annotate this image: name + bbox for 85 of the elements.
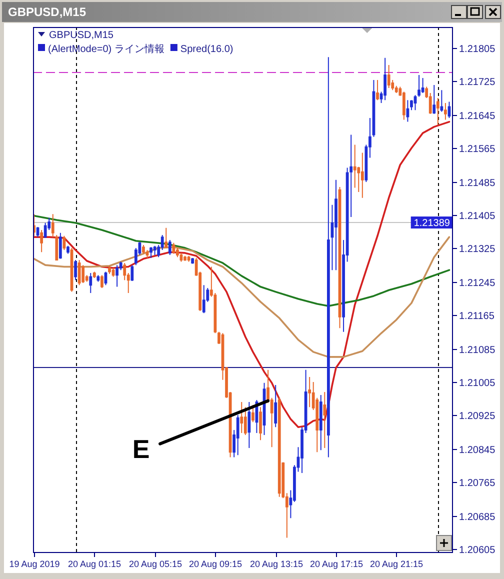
candlestick <box>142 244 145 254</box>
candlestick <box>252 404 254 423</box>
candlestick <box>323 392 326 448</box>
candlestick <box>236 414 240 456</box>
x-tick-label: 20 Aug 01:15 <box>68 559 122 569</box>
candlestick <box>40 229 43 253</box>
candlestick <box>96 274 100 282</box>
candlestick <box>353 144 356 188</box>
candlestick <box>278 396 281 498</box>
candlestick <box>176 247 179 258</box>
y-tick-label: 1.21165 <box>459 311 495 322</box>
candlestick <box>274 384 278 428</box>
ref-line-label: 1.21389 <box>414 218 450 229</box>
candlestick <box>360 152 364 198</box>
x-tick-label: 20 Aug 09:15 <box>188 559 242 569</box>
candlestick <box>202 284 206 314</box>
candlestick <box>168 240 172 256</box>
candlestick <box>387 64 390 88</box>
annotation: (AlertMode=0) ライン情報 <box>48 43 164 55</box>
candlestick <box>184 255 186 262</box>
candlestick <box>436 98 440 126</box>
line-series <box>33 120 450 428</box>
candlestick <box>58 232 62 260</box>
candlestick <box>191 257 194 264</box>
candlestick <box>406 100 410 122</box>
candlestick <box>248 402 251 448</box>
candlestick <box>376 80 379 101</box>
candlestick <box>319 394 322 451</box>
candlestick <box>130 264 134 282</box>
y-tick-label: 1.21245 <box>459 278 496 289</box>
x-tick-label: 20 Aug 13:15 <box>250 559 304 569</box>
y-tick-label: 1.21565 <box>459 144 496 155</box>
y-tick-label: 1.21805 <box>459 44 496 55</box>
candlestick <box>259 406 262 441</box>
y-tick-label: 1.21645 <box>459 111 496 122</box>
candlestick <box>44 222 47 238</box>
y-tick-label: 1.21085 <box>459 345 496 356</box>
candlestick <box>92 271 96 279</box>
candlestick <box>187 255 190 262</box>
candlestick <box>150 246 152 258</box>
candlestick <box>104 271 108 286</box>
line-series <box>33 214 450 307</box>
candlestick <box>172 242 176 254</box>
candlestick <box>421 77 424 94</box>
annotation: Spred(16.0) <box>180 44 234 55</box>
candlestick <box>326 56 330 458</box>
candlestick <box>334 179 338 271</box>
chart-title: GBPUSD,M15 <box>8 5 86 19</box>
y-tick-label: 1.20845 <box>459 445 496 456</box>
y-tick-label: 1.21485 <box>459 178 496 189</box>
y-tick-label: 1.20765 <box>459 478 496 489</box>
y-tick-label: 1.21005 <box>459 378 496 389</box>
y-tick-label: 1.20605 <box>459 545 496 556</box>
candlestick <box>78 260 81 286</box>
candlestick <box>384 57 386 101</box>
x-tick-label: 19 Aug 2019 <box>9 559 60 569</box>
candlestick <box>108 265 111 274</box>
candlestick <box>62 235 66 251</box>
chart-subtitle: GBPUSD,M15 <box>49 30 114 41</box>
annotation: E <box>132 434 150 464</box>
y-tick-label: 1.20925 <box>459 411 496 422</box>
candlestick <box>66 245 70 254</box>
candlestick <box>444 102 447 120</box>
y-tick-label: 1.21325 <box>459 244 496 255</box>
candlestick <box>74 260 77 281</box>
candlestick <box>116 264 118 288</box>
candlestick <box>448 101 451 119</box>
candlestick <box>240 402 244 434</box>
candlestick <box>112 267 115 278</box>
candlestick <box>180 252 183 262</box>
x-tick-label: 20 Aug 05:15 <box>128 559 182 569</box>
line-series <box>33 236 450 358</box>
x-tick-label: 20 Aug 21:15 <box>370 559 424 569</box>
candlestick <box>432 84 436 114</box>
y-tick-label: 1.21725 <box>459 77 496 88</box>
candlestick <box>308 376 311 408</box>
y-tick-label: 1.21405 <box>459 211 496 222</box>
candlestick <box>100 274 104 289</box>
candlestick <box>153 245 156 256</box>
candlestick <box>36 226 40 238</box>
candlestick <box>89 272 92 294</box>
candlestick <box>440 90 444 112</box>
candlestick <box>164 227 168 248</box>
x-tick-label: 20 Aug 17:15 <box>310 559 364 569</box>
y-tick-label: 1.20685 <box>459 512 496 523</box>
